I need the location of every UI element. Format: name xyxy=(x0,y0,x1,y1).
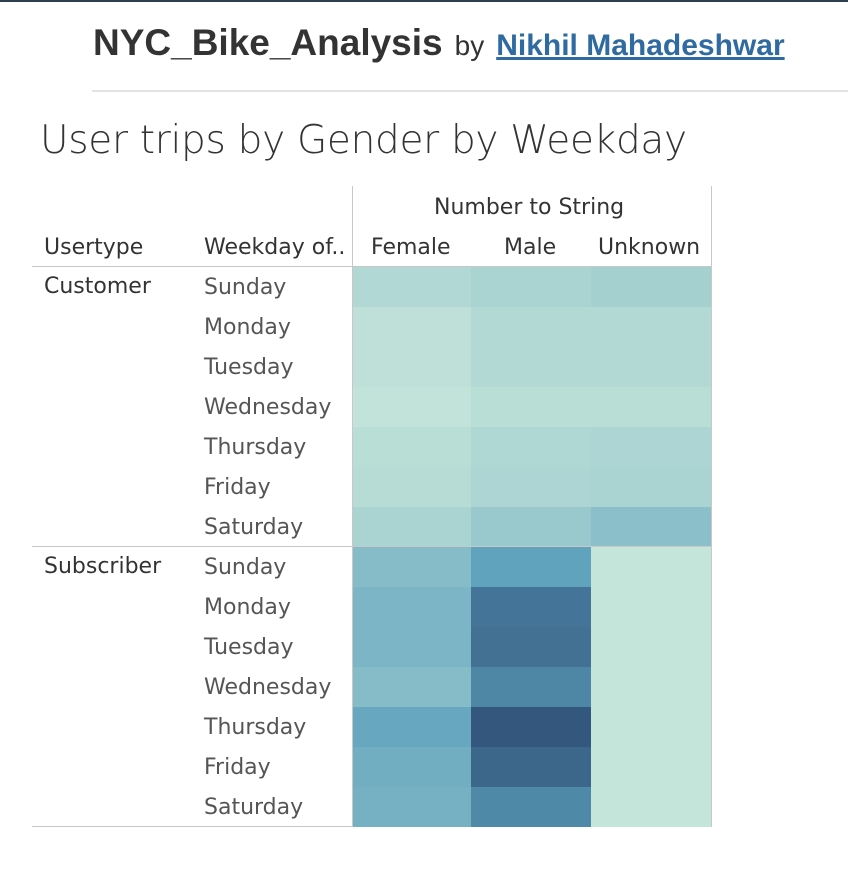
by-label: by xyxy=(454,30,485,61)
row-label-customer-thursday: Thursday xyxy=(204,435,307,460)
column-group-label: Number to String xyxy=(434,195,625,220)
pane-right-border xyxy=(711,186,712,827)
heatmap-cell-customer-monday-female[interactable] xyxy=(353,307,471,347)
row-label-subscriber-sunday: Sunday xyxy=(204,555,287,580)
heatmap-cell-subscriber-tuesday-unknown[interactable] xyxy=(591,627,711,667)
heatmap-cell-subscriber-sunday-male[interactable] xyxy=(471,547,591,587)
row-label-subscriber-friday: Friday xyxy=(204,755,271,780)
heatmap-cell-customer-sunday-male[interactable] xyxy=(471,267,591,307)
heatmap-cell-subscriber-wednesday-unknown[interactable] xyxy=(591,667,711,707)
row-label-customer-friday: Friday xyxy=(204,475,271,500)
row-label-subscriber-monday: Monday xyxy=(204,595,291,620)
column-header-female: Female xyxy=(371,235,451,260)
heatmap-cell-customer-saturday-unknown[interactable] xyxy=(591,507,711,546)
heatmap-cell-subscriber-saturday-female[interactable] xyxy=(353,787,471,827)
row-group-subscriber: Subscriber xyxy=(44,554,162,579)
heatmap-cell-customer-thursday-male[interactable] xyxy=(471,427,591,467)
row-label-customer-monday: Monday xyxy=(204,315,291,340)
heatmap-cell-subscriber-saturday-unknown[interactable] xyxy=(591,787,711,827)
heatmap-cell-customer-thursday-unknown[interactable] xyxy=(591,427,711,467)
heatmap-cell-customer-sunday-female[interactable] xyxy=(353,267,471,307)
header-divider-line xyxy=(32,266,712,267)
row-group-customer: Customer xyxy=(44,274,151,299)
heatmap-cell-customer-sunday-unknown[interactable] xyxy=(591,267,711,307)
heatmap-cell-subscriber-friday-male[interactable] xyxy=(471,747,591,787)
column-header-unknown: Unknown xyxy=(598,235,701,260)
row-label-subscriber-wednesday: Wednesday xyxy=(204,675,332,700)
heatmap-cell-customer-tuesday-unknown[interactable] xyxy=(591,347,711,387)
heatmap-cell-subscriber-tuesday-female[interactable] xyxy=(353,627,471,667)
heatmap-cell-subscriber-thursday-female[interactable] xyxy=(353,707,471,747)
row-label-subscriber-thursday: Thursday xyxy=(204,715,307,740)
group-divider-line xyxy=(32,546,712,547)
heatmap-cell-subscriber-saturday-male[interactable] xyxy=(471,787,591,827)
heatmap-cell-customer-wednesday-unknown[interactable] xyxy=(591,387,711,427)
heatmap-cell-subscriber-monday-female[interactable] xyxy=(353,587,471,627)
pane-left-border xyxy=(352,186,353,827)
heatmap-cell-customer-wednesday-female[interactable] xyxy=(353,387,471,427)
row-label-customer-saturday: Saturday xyxy=(204,515,304,540)
heatmap-cell-customer-friday-female[interactable] xyxy=(353,467,471,507)
row-label-customer-sunday: Sunday xyxy=(204,275,287,300)
heatmap-cell-subscriber-friday-unknown[interactable] xyxy=(591,747,711,787)
usertype-header: Usertype xyxy=(44,235,144,260)
heatmap-cell-subscriber-sunday-unknown[interactable] xyxy=(591,547,711,587)
top-border xyxy=(0,0,848,2)
heatmap-cell-customer-friday-male[interactable] xyxy=(471,467,591,507)
heatmap-cell-subscriber-wednesday-female[interactable] xyxy=(353,667,471,707)
heatmap-cell-subscriber-friday-female[interactable] xyxy=(353,747,471,787)
heatmap-cell-subscriber-monday-male[interactable] xyxy=(471,587,591,627)
dashboard-header: NYC_Bike_Analysis by Nikhil Mahadeshwar xyxy=(93,22,785,70)
heatmap-cell-subscriber-wednesday-male[interactable] xyxy=(471,667,591,707)
heatmap-cell-customer-friday-unknown[interactable] xyxy=(591,467,711,507)
author-link[interactable]: Nikhil Mahadeshwar xyxy=(496,29,785,62)
heatmap-cell-customer-monday-male[interactable] xyxy=(471,307,591,347)
heatmap-cell-subscriber-sunday-female[interactable] xyxy=(353,547,471,587)
heatmap-cell-subscriber-thursday-unknown[interactable] xyxy=(591,707,711,747)
heatmap-cell-customer-wednesday-male[interactable] xyxy=(471,387,591,427)
heatmap-cell-subscriber-monday-unknown[interactable] xyxy=(591,587,711,627)
heatmap-cell-customer-tuesday-female[interactable] xyxy=(353,347,471,387)
row-label-subscriber-tuesday: Tuesday xyxy=(204,635,294,660)
heatmap-cell-customer-tuesday-male[interactable] xyxy=(471,347,591,387)
heatmap-cell-customer-saturday-female[interactable] xyxy=(353,507,471,546)
heatmap-cell-subscriber-tuesday-male[interactable] xyxy=(471,627,591,667)
header-divider xyxy=(92,90,848,92)
row-label-subscriber-saturday: Saturday xyxy=(204,795,304,820)
row-label-customer-tuesday: Tuesday xyxy=(204,355,294,380)
workbook-title: NYC_Bike_Analysis xyxy=(93,22,443,63)
heatmap-cell-customer-thursday-female[interactable] xyxy=(353,427,471,467)
heatmap-cell-customer-saturday-male[interactable] xyxy=(471,507,591,546)
weekday-header: Weekday of.. xyxy=(204,235,346,260)
row-label-customer-wednesday: Wednesday xyxy=(204,395,332,420)
column-header-male: Male xyxy=(504,235,557,260)
heatmap-cell-customer-monday-unknown[interactable] xyxy=(591,307,711,347)
sheet-title: User trips by Gender by Weekday xyxy=(40,118,687,163)
heatmap-cell-subscriber-thursday-male[interactable] xyxy=(471,707,591,747)
